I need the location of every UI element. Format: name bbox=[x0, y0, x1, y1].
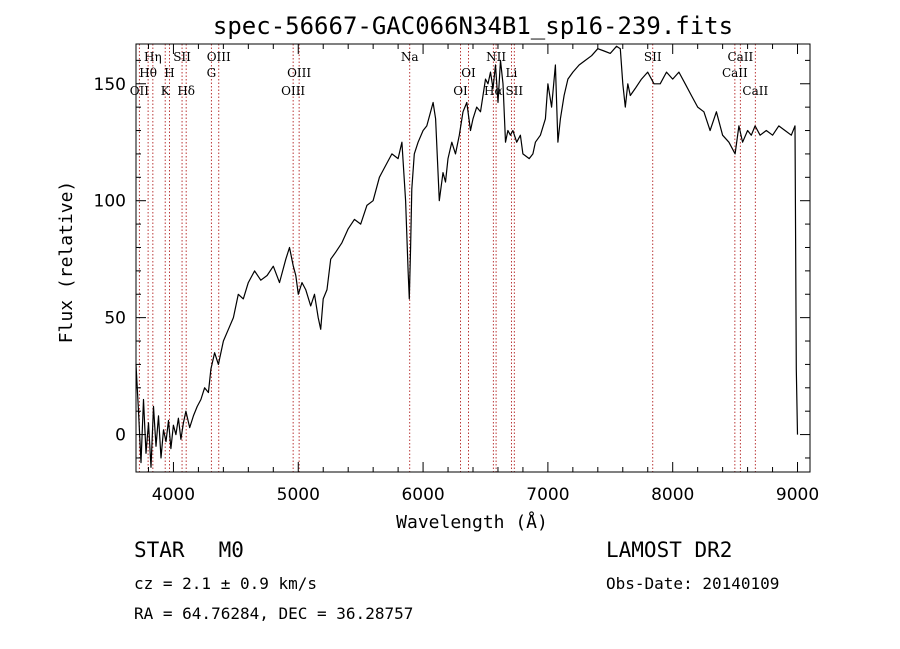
line-marker-label: OIII bbox=[287, 66, 311, 80]
line-marker-label: OIII bbox=[281, 84, 305, 98]
x-tick-label: 4000 bbox=[152, 485, 195, 505]
redshift-velocity: cz = 2.1 ± 0.9 km/s bbox=[134, 574, 318, 593]
line-marker-label: K bbox=[161, 84, 171, 98]
line-marker-label: CaII bbox=[727, 50, 753, 64]
line-marker-label: Li bbox=[506, 66, 518, 80]
emission-line-markers bbox=[138, 44, 756, 472]
line-marker-label: NII bbox=[486, 50, 506, 64]
x-axis: 4000 5000 6000 7000 8000 9000 bbox=[147, 44, 819, 505]
y-axis: 0 50 100 150 bbox=[94, 59, 810, 459]
x-tick-label: 6000 bbox=[401, 485, 444, 505]
y-tick-label: 100 bbox=[94, 192, 126, 212]
chart-title: spec-56667-GAC066N34B1_sp16-239.fits bbox=[213, 12, 733, 40]
line-marker-label: SII bbox=[505, 84, 523, 98]
x-tick-label: 7000 bbox=[526, 485, 569, 505]
line-marker-label: OI bbox=[453, 84, 468, 98]
x-tick-label: 5000 bbox=[277, 485, 320, 505]
line-marker-label: G bbox=[207, 66, 217, 80]
line-marker-label: Hδ bbox=[177, 84, 195, 98]
line-marker-label: SII bbox=[173, 50, 191, 64]
line-marker-label: OIII bbox=[207, 50, 231, 64]
line-marker-label: SII bbox=[644, 50, 662, 64]
x-tick-label: 8000 bbox=[651, 485, 694, 505]
line-marker-label: OI bbox=[461, 66, 476, 80]
object-subclass: M0 bbox=[218, 538, 244, 562]
x-axis-label: Wavelength (Å) bbox=[396, 511, 548, 533]
line-marker-label: Hθ bbox=[139, 66, 157, 80]
y-tick-label: 50 bbox=[104, 309, 126, 329]
y-tick-label: 150 bbox=[94, 75, 126, 95]
line-marker-label: Na bbox=[401, 50, 419, 64]
survey-name: LAMOST DR2 bbox=[606, 538, 733, 562]
x-tick-label: 9000 bbox=[776, 485, 819, 505]
object-class: STAR bbox=[134, 538, 185, 562]
spectrum-line bbox=[135, 45, 799, 468]
plot-frame bbox=[135, 43, 811, 473]
observation-date: Obs-Date: 20140109 bbox=[606, 574, 780, 593]
y-tick-label: 0 bbox=[115, 426, 126, 446]
line-marker-label: CaII bbox=[742, 84, 768, 98]
line-marker-label: OII bbox=[130, 84, 150, 98]
coordinates: RA = 64.76284, DEC = 36.28757 bbox=[134, 604, 414, 623]
object-classification: STAR M0 bbox=[134, 538, 244, 562]
y-axis-label: Flux (relative) bbox=[56, 181, 77, 344]
line-marker-label: CaII bbox=[722, 66, 748, 80]
line-marker-label: Hη bbox=[144, 50, 162, 64]
line-marker-label: H bbox=[164, 66, 174, 80]
